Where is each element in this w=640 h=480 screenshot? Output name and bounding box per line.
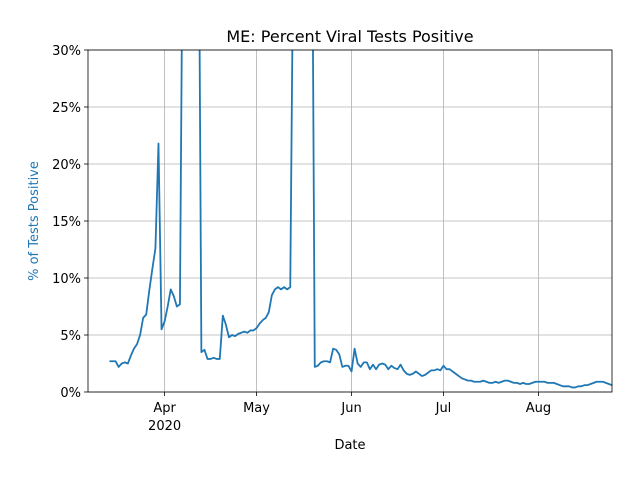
y-tick-label: 15% — [52, 215, 81, 230]
y-axis-label: % of Tests Positive — [27, 161, 42, 281]
y-tick-label: 25% — [52, 101, 81, 116]
plot: 0% 5% 10% 15% 20% 25% 30% Apr 2020 May Jun Jul Aug — [52, 44, 612, 434]
y-tick-label: 10% — [52, 272, 81, 287]
y-tick-label: 5% — [60, 329, 81, 344]
y-tick-label: 20% — [52, 158, 81, 173]
y-tick-label: 30% — [52, 44, 81, 59]
x-year-label: 2020 — [148, 419, 181, 434]
chart-title: ME: Percent Viral Tests Positive — [226, 27, 473, 46]
data-line — [109, 50, 612, 389]
y-tick-label: 0% — [60, 386, 81, 401]
x-tick-label: Jun — [340, 401, 361, 416]
plot-frame — [87, 49, 613, 393]
x-tick-label: Apr — [153, 401, 176, 416]
x-tick-label: Aug — [526, 401, 551, 416]
x-tick-label: May — [243, 401, 270, 416]
x-axis-label: Date — [334, 438, 365, 453]
x-tick-label: Jul — [435, 401, 452, 416]
